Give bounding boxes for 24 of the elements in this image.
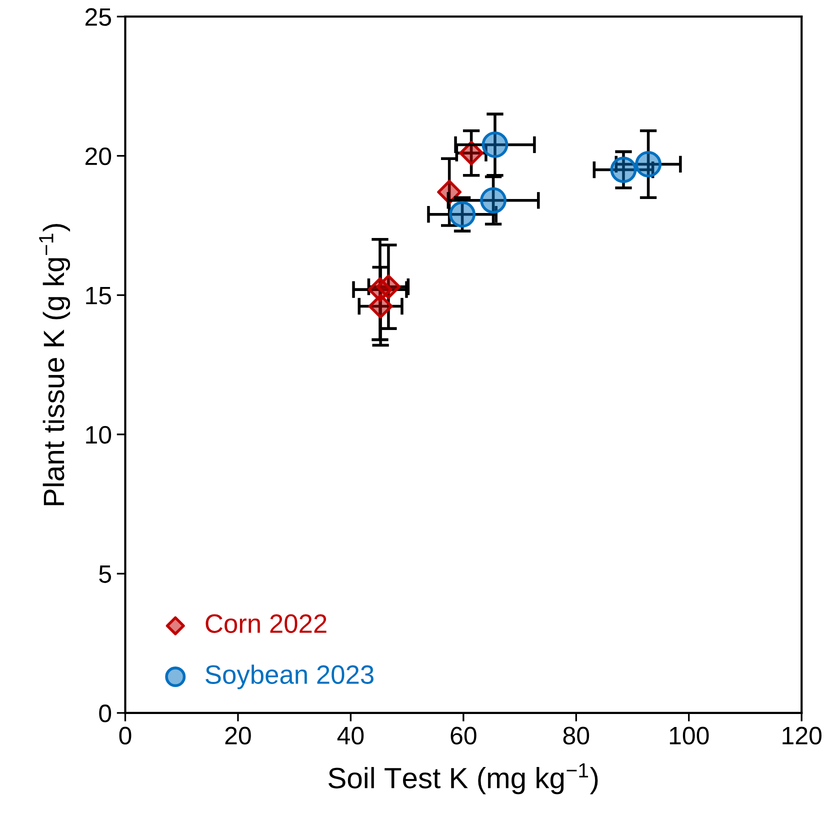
x-tick-label: 60 bbox=[450, 726, 476, 744]
x-axis-title: Soil Test K (mg kg$^{−1}$) bbox=[328, 763, 598, 794]
x-tick-label: 20 bbox=[225, 726, 251, 744]
x-tick-label: 0 bbox=[119, 726, 132, 744]
point bbox=[482, 132, 508, 158]
y-tick-label: 0 bbox=[99, 704, 112, 722]
y-tick-label: 20 bbox=[86, 147, 112, 166]
y-axis-title: Plant tissue K (g kg$^{−1}$) bbox=[39, 224, 70, 506]
y-tick-label: 10 bbox=[86, 426, 112, 444]
point bbox=[480, 187, 506, 214]
y-tick-label: 25 bbox=[86, 8, 112, 26]
legend-label: Soybean 2023 bbox=[206, 664, 374, 690]
y-tick-label: 5 bbox=[99, 566, 112, 583]
point bbox=[635, 151, 662, 178]
x-tick-label: 100 bbox=[670, 726, 709, 744]
point bbox=[376, 274, 401, 299]
x-tick-label: 40 bbox=[337, 726, 364, 744]
point bbox=[449, 201, 476, 228]
point bbox=[459, 140, 484, 166]
x-tick-label: 120 bbox=[782, 726, 822, 744]
x-tick-label: 80 bbox=[563, 726, 590, 744]
legend-label: Corn 2022 bbox=[206, 614, 326, 633]
point bbox=[368, 294, 393, 318]
y-tick-label: 15 bbox=[86, 286, 112, 304]
